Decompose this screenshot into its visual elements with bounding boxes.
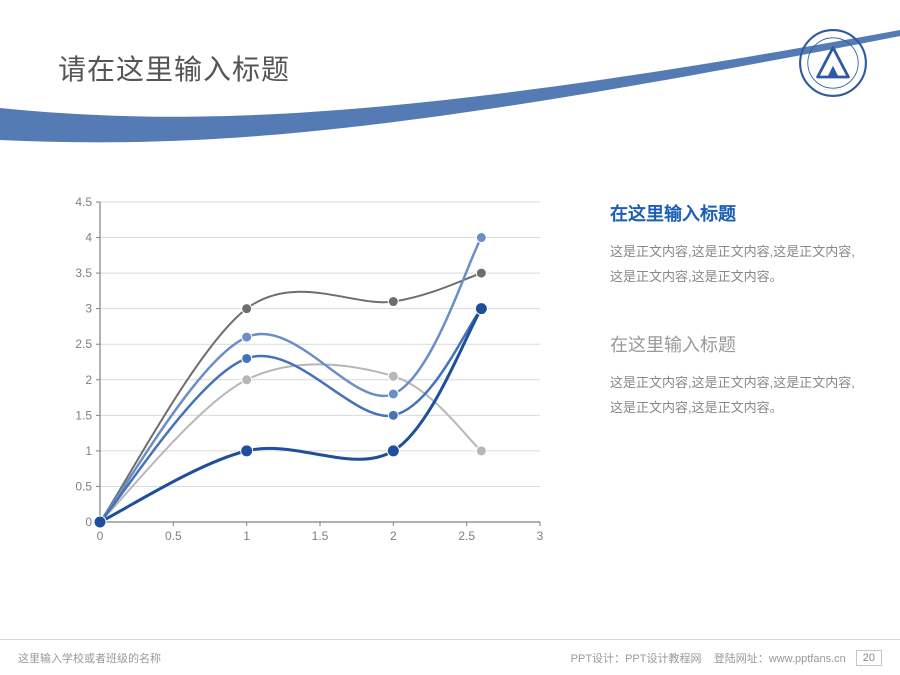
section2-heading: 在这里输入标题	[610, 331, 860, 357]
svg-text:0: 0	[97, 529, 104, 543]
svg-text:2.5: 2.5	[458, 529, 475, 543]
section1-heading: 在这里输入标题	[610, 200, 860, 226]
svg-text:1.5: 1.5	[312, 529, 329, 543]
svg-text:3: 3	[85, 302, 92, 316]
slide: · · · · · · · · · · · · · · 请在这里输入标题 0 0.…	[0, 0, 900, 675]
svg-text:4: 4	[85, 231, 92, 245]
footer: 这里输入学校或者班级的名称 PPT设计：PPT设计教程网 登陆网址：www.pp…	[0, 639, 900, 675]
svg-text:0.5: 0.5	[165, 529, 182, 543]
page-title: 请在这里输入标题	[58, 48, 290, 88]
footer-right: PPT设计：PPT设计教程网 登陆网址：www.pptfans.cn 20	[571, 650, 882, 666]
page-number: 20	[856, 650, 882, 666]
svg-text:1: 1	[243, 529, 250, 543]
line-chart: 0 0.5 1 1.5 2 2.5 3 3.5 4 4.5 0 0.5 1 1.5 2 2.5 3	[48, 190, 558, 550]
section2-body: 这是正文内容,这是正文内容,这是正文内容,这是正文内容,这是正文内容。	[610, 371, 860, 420]
svg-text:2.5: 2.5	[75, 337, 92, 351]
svg-text:1.5: 1.5	[75, 408, 92, 422]
svg-text:4.5: 4.5	[75, 195, 92, 209]
svg-text:3: 3	[537, 529, 544, 543]
section1-body: 这是正文内容,这是正文内容,这是正文内容,这是正文内容,这是正文内容。	[610, 240, 860, 289]
institution-logo: · · · · · · · · · · · · · ·	[798, 28, 868, 98]
svg-text:2: 2	[85, 373, 92, 387]
svg-text:1: 1	[85, 444, 92, 458]
text-column: 在这里输入标题 这是正文内容,这是正文内容,这是正文内容,这是正文内容,这是正文…	[610, 200, 860, 421]
footer-left: 这里输入学校或者班级的名称	[18, 650, 571, 666]
svg-text:0: 0	[85, 515, 92, 529]
svg-text:· · · · · · ·: · · · · · · ·	[825, 87, 842, 92]
footer-design: PPT设计：PPT设计教程网 登陆网址：www.pptfans.cn	[571, 650, 846, 666]
svg-text:3.5: 3.5	[75, 266, 92, 280]
svg-text:2: 2	[390, 529, 397, 543]
svg-text:0.5: 0.5	[75, 479, 92, 493]
header-swoosh	[0, 0, 900, 200]
svg-text:· · · · · · ·: · · · · · · ·	[825, 35, 842, 40]
